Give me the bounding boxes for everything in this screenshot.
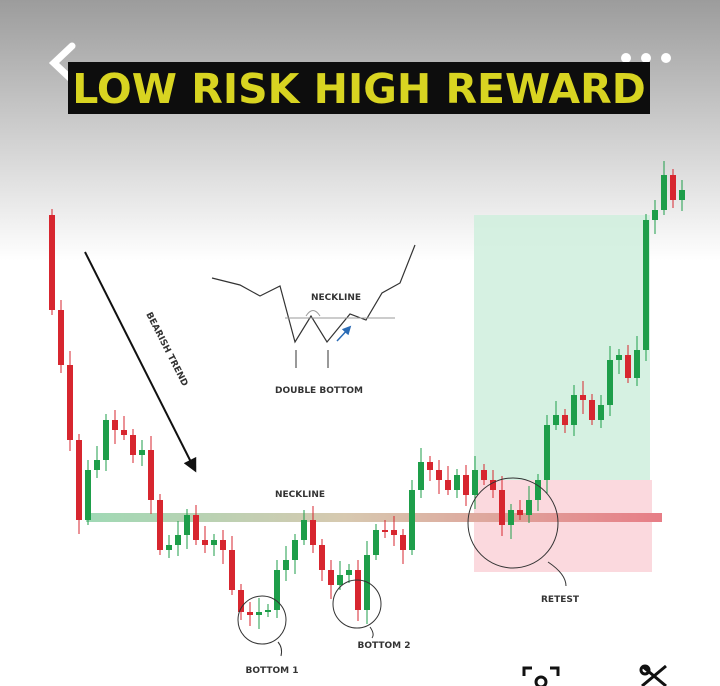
candle-body: [175, 535, 181, 545]
candle-body: [139, 450, 145, 455]
candle-body: [76, 440, 82, 520]
candle-body: [49, 215, 55, 310]
candle-body: [310, 520, 316, 545]
back-button[interactable]: [48, 42, 76, 84]
candle-body: [121, 430, 127, 435]
candle-body: [562, 415, 568, 425]
candle-body: [517, 510, 523, 515]
lens-button[interactable]: [522, 666, 560, 686]
candle-body: [85, 470, 91, 520]
candle-body: [625, 355, 631, 378]
candle-body: [418, 462, 424, 490]
candle-body: [670, 175, 676, 200]
candle-body: [220, 540, 226, 550]
candle-body: [526, 500, 532, 515]
title-banner: [68, 62, 650, 114]
candle-body: [202, 540, 208, 545]
candle-body: [265, 610, 271, 612]
candles: [49, 161, 685, 629]
title: LOW RISK HIGH REWARD: [72, 65, 646, 113]
candle-body: [463, 475, 469, 495]
candle-body: [112, 420, 118, 430]
candle-body: [391, 530, 397, 535]
candle-body: [427, 462, 433, 470]
bottom-1-label: BOTTOM 1: [246, 666, 299, 676]
candle-body: [382, 530, 388, 532]
candle-body: [589, 400, 595, 420]
candle-body: [661, 175, 667, 210]
candle-body: [643, 220, 649, 350]
candle-body: [400, 535, 406, 550]
neckline-label: NECKLINE: [275, 490, 325, 500]
candle-body: [130, 435, 136, 455]
candle-body: [193, 515, 199, 540]
candle-body: [148, 450, 154, 500]
circles: [237, 477, 567, 657]
candle-body: [328, 570, 334, 585]
candle-body: [229, 550, 235, 590]
candle-body: [283, 560, 289, 570]
more-button[interactable]: [621, 53, 671, 63]
candle-body: [211, 540, 217, 545]
candle-body: [490, 480, 496, 490]
trend-arrow: [84, 251, 197, 473]
candle-body: [607, 360, 613, 405]
inset-neckline-label: NECKLINE: [311, 293, 361, 303]
candle-body: [652, 210, 658, 220]
candle-body: [445, 480, 451, 490]
candle-body: [580, 395, 586, 400]
candle-body: [184, 515, 190, 535]
candle-body: [535, 480, 541, 500]
candle-body: [103, 420, 109, 460]
double-bottom-label: DOUBLE BOTTOM: [275, 386, 363, 396]
candle-body: [616, 355, 622, 360]
candle-body: [166, 545, 172, 550]
candle-body: [247, 612, 253, 615]
candle-body: [67, 365, 73, 440]
candle-body: [355, 570, 361, 610]
candle-body: [679, 190, 685, 200]
candle-body: [319, 545, 325, 570]
candle-body: [337, 575, 343, 585]
candle-body: [454, 475, 460, 490]
candle-body: [598, 405, 604, 420]
candle-body: [274, 570, 280, 610]
candle-body: [238, 590, 244, 612]
candle-body: [553, 415, 559, 425]
candle-body: [301, 520, 307, 540]
candle-body: [373, 530, 379, 555]
candle-body: [292, 540, 298, 560]
candle-body: [157, 500, 163, 550]
neckline-bar: [86, 513, 662, 522]
candle-body: [58, 310, 64, 365]
candle-body: [499, 490, 505, 525]
candle-body: [94, 460, 100, 470]
inset-diagram: [211, 244, 416, 368]
bottom-2-label: BOTTOM 2: [358, 641, 411, 651]
candle-body: [409, 490, 415, 550]
candle-body: [508, 510, 514, 525]
reward-zone: [474, 215, 650, 480]
candle-body: [571, 395, 577, 425]
cut-button[interactable]: [639, 664, 667, 686]
candle-body: [472, 470, 478, 495]
candle-body: [544, 425, 550, 480]
candle-body: [346, 570, 352, 575]
candle-body: [481, 470, 487, 480]
retest-label: RETEST: [541, 595, 580, 605]
candle-body: [436, 470, 442, 480]
candle-body: [256, 612, 262, 615]
candle-body: [634, 350, 640, 378]
